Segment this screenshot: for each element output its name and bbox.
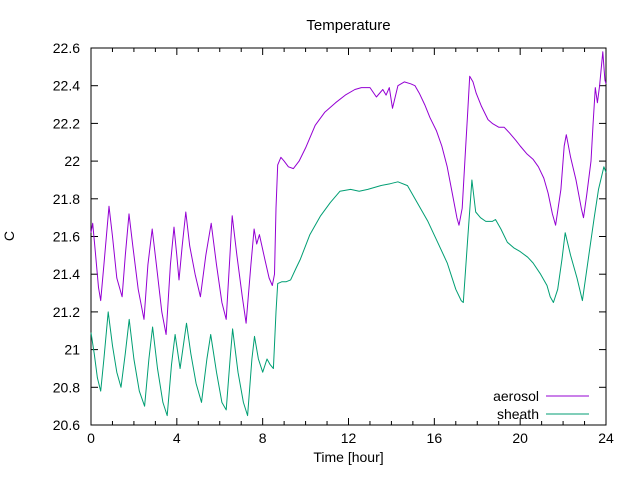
y-tick-label: 20.8 xyxy=(53,379,80,395)
x-tick-label: 8 xyxy=(259,430,267,446)
y-axis-tick-labels: 20.6 20.8 21 21.2 21.4 21.6 21.8 22 22.2 22.4 22.6 xyxy=(53,40,80,433)
y-tick-label: 22.4 xyxy=(53,78,80,94)
y-tick-label: 22.2 xyxy=(53,115,80,131)
y-tick-label: 22 xyxy=(64,153,80,169)
series-sheath xyxy=(90,166,607,417)
x-tick-label: 4 xyxy=(173,430,181,446)
x-tick-label: 16 xyxy=(427,430,443,446)
y-axis-ticks xyxy=(91,47,606,426)
x-tick-label: 24 xyxy=(598,430,614,446)
x-tick-label: 0 xyxy=(87,430,95,446)
y-tick-label: 21.8 xyxy=(53,191,80,207)
y-tick-label: 22.6 xyxy=(53,40,80,56)
y-axis-label: C xyxy=(1,231,17,241)
plot-border xyxy=(90,47,607,426)
y-tick-label: 20.6 xyxy=(53,417,80,433)
y-tick-label: 21.4 xyxy=(53,266,80,282)
y-tick-label: 21.6 xyxy=(53,229,80,245)
legend: aerosol sheath xyxy=(493,388,589,422)
x-axis-ticks xyxy=(90,48,607,425)
legend-label-aerosol: aerosol xyxy=(493,388,539,404)
legend-label-sheath: sheath xyxy=(497,406,539,422)
x-tick-label: 12 xyxy=(341,430,357,446)
x-axis-tick-labels: 0 4 8 12 16 20 24 xyxy=(87,430,614,446)
chart-title: Temperature xyxy=(306,17,390,34)
y-tick-label: 21.2 xyxy=(53,304,80,320)
y-tick-label: 21 xyxy=(64,342,80,358)
series-aerosol xyxy=(90,51,607,335)
series-lines xyxy=(90,51,607,417)
x-tick-label: 20 xyxy=(512,430,528,446)
x-axis-label: Time [hour] xyxy=(313,449,383,465)
